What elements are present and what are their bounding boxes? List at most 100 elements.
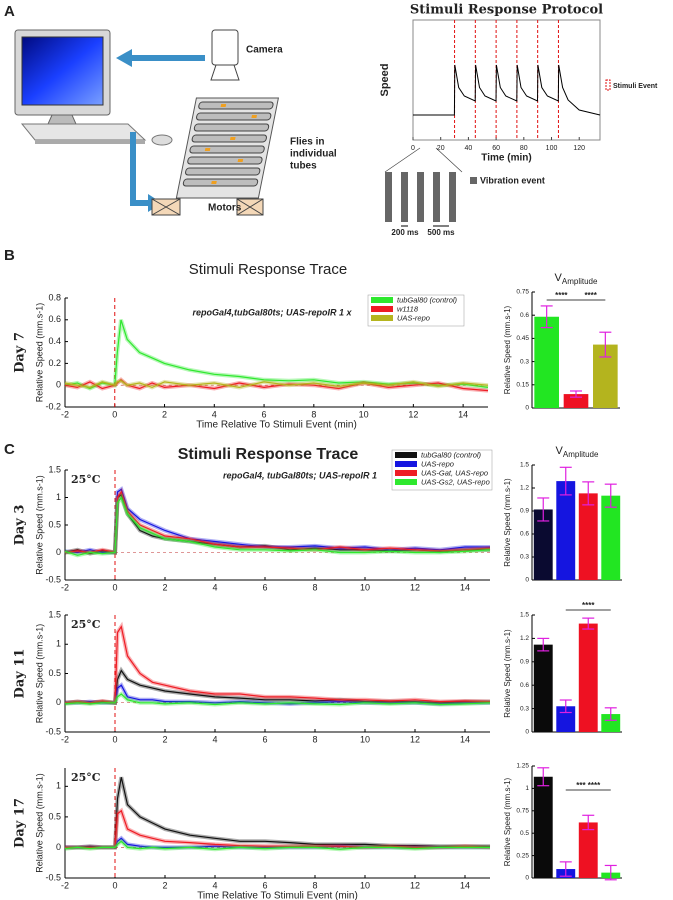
y-tick-label: 0 [56,380,61,390]
x-tick-label: 12 [410,880,420,890]
y-axis-label: Relative Speed (mm.s-1) [34,303,44,403]
trace-line [64,380,489,389]
y-tick-label: 0.45 [516,335,529,342]
title-main: V [555,272,563,284]
x-tick-label: -2 [61,734,69,744]
inset-label: 500 ms [427,228,455,237]
y-tick-label: 0.5 [48,668,61,678]
plot-frame [412,19,601,141]
diagram-label: Motors [208,203,242,214]
diagram-label: Camera [246,45,283,56]
vibration-inset [384,147,477,227]
legend-swatch [395,461,417,467]
y-tick-label: 1 [56,492,61,502]
y-tick-label: 0.9 [520,508,529,515]
trace-band [64,486,490,555]
significance-label: *** **** [576,781,601,790]
panel-label: A [4,3,15,20]
y-tick-label: 0.6 [520,531,529,538]
trace-line [64,840,490,850]
error-bar [604,864,617,881]
y-tick-label: 0.75 [516,808,529,815]
bar [578,493,598,580]
x-tick-label: 8 [311,409,316,419]
x-tick-label: 12 [410,734,420,744]
y-tick-label: 1.2 [520,635,529,642]
x-tick-label: 2 [162,582,167,592]
x-tick-label: 120 [573,145,585,152]
x-tick-label: 80 [520,145,528,152]
legend-swatch [395,479,417,485]
y-tick-label: 0.3 [520,358,529,365]
x-tick-label: 6 [262,582,267,592]
y-tick-label: 0.9 [520,659,529,666]
x-axis-label: Time Relative To Stimuli Event (min) [197,891,358,900]
trace-band [65,776,490,850]
title-subscript: Amplitude [563,450,599,459]
y-tick-label: 1.5 [48,609,61,619]
error-bar [582,814,595,831]
y-tick-label: 1.25 [516,763,529,770]
y-tick-label: 1 [56,639,61,649]
y-tick-label: -0.2 [45,401,61,411]
y-tick-label: 0.6 [520,682,529,689]
chart-title: Stimuli Response Trace [189,261,347,278]
legend-swatch [605,79,611,91]
x-tick-label: 10 [360,734,370,744]
legend-label: UAS-Gat, UAS-repo [421,468,488,477]
y-tick-label: 0.5 [48,811,61,821]
inset-label: 200 ms [391,228,419,237]
x-tick-label: 0 [112,582,117,592]
x-tick-label: 0 [112,734,117,744]
setup-diagram [14,29,279,216]
x-tick-label: 10 [360,582,370,592]
x-tick-label: 0 [112,880,117,890]
x-tick-label: 4 [212,880,217,890]
trace-band [64,487,491,555]
y-tick-label: 0 [525,405,529,412]
x-axis-label: Time Relative To Stimuli Event (min) [196,420,357,431]
speed-line [413,64,601,116]
x-tick-label: 2 [162,734,167,744]
y-axis-label: Relative Speed (mm.s-1) [34,475,44,575]
significance-label: **** [582,601,595,610]
bar [601,495,621,580]
chart-title: VAmplitude [556,445,599,459]
y-tick-label: 0.2 [48,358,61,368]
y-tick-label: 1.5 [520,612,529,619]
x-tick-label: 40 [465,145,473,152]
error-bar [537,497,550,522]
y-tick-label: 0 [525,875,529,882]
bar [556,481,576,580]
error-bar [559,466,572,496]
trace-band [64,319,489,391]
y-tick-label: 1.2 [520,485,529,492]
x-tick-label: 14 [458,409,468,419]
significance-label: **** [584,291,597,300]
trace-line [64,319,489,390]
y-tick-label: 0.3 [520,554,529,561]
bar [533,776,553,878]
bar [578,623,598,732]
day-label: Day 3 [13,505,28,546]
x-tick-label: 4 [212,734,217,744]
chart-title: Stimuli Response Trace [178,446,359,463]
legend-label: UAS-Gs2, UAS-repo [421,477,490,486]
y-tick-label: 0.5 [520,830,529,837]
x-tick-label: 14 [460,734,470,744]
bar [534,316,559,408]
x-tick-label: 2 [162,880,167,890]
y-tick-label: -0.5 [45,872,61,882]
diagram-label: tubes [290,161,317,172]
x-tick-label: -2 [61,880,69,890]
trace-line [65,777,490,848]
y-tick-label: 0.3 [520,705,529,712]
y-tick-label: -0.5 [45,726,61,736]
y-tick-label: 0 [56,547,61,557]
y-tick-label: 0.5 [48,519,61,529]
day-label: Day 7 [13,332,28,373]
error-bar [540,305,553,329]
y-tick-label: 1.5 [520,462,529,469]
y-tick-label: 1 [56,781,61,791]
